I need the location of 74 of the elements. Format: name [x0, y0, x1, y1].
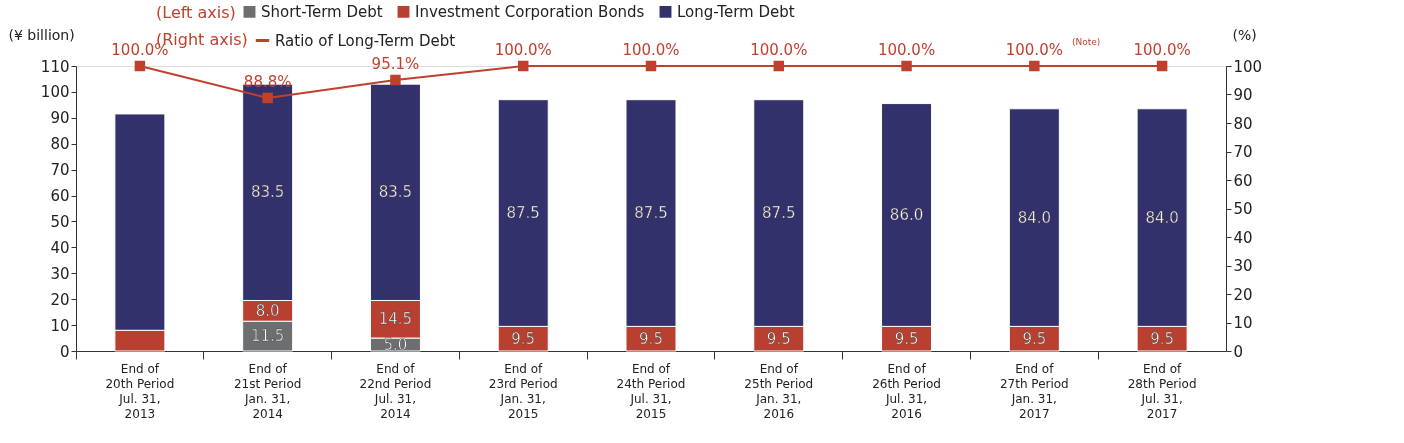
x-tick-label: End of 28th Period Jul. 31, 2017: [1127, 361, 1197, 421]
data-label: 83.5: [378, 183, 413, 202]
data-label: 9.5: [1150, 329, 1175, 348]
y-tick-label: 40: [50, 238, 70, 257]
point: [134, 60, 146, 72]
y2-tick-label: 90: [1233, 86, 1253, 104]
y-tick-label: 60: [50, 187, 70, 206]
x-tick-label: End of 25th Period Jan. 31, 2016: [744, 361, 814, 421]
y2-tick-label: 20: [1233, 285, 1253, 304]
data-label: 95.1%: [371, 54, 420, 73]
x-tick-label: End of 22nd Period Jul. 31, 2014: [359, 361, 432, 421]
data-label: 84.0: [1017, 208, 1052, 227]
x-tick-label: End of 20th Period Jul. 31, 2013: [105, 361, 175, 421]
y-tick-label: 0: [59, 342, 70, 361]
data-label: 11.5: [250, 327, 285, 346]
x-tick-label: End of 26th Period Jul. 31, 2016: [872, 361, 941, 421]
data-label: 87.5: [634, 204, 668, 223]
y2-tick-label: 100: [1233, 57, 1263, 76]
x-tick-label: End of 24th Period Jul. 31, 2015: [616, 361, 686, 421]
data-label: 100.0%: [494, 41, 552, 59]
point: [773, 60, 785, 72]
legend-label: Investment Corporation Bonds: [415, 2, 645, 21]
point: [517, 60, 529, 72]
legend-label: Ratio of Long-Term Debt: [275, 31, 456, 50]
y-tick-label: 10: [50, 316, 70, 335]
point: [901, 60, 912, 72]
y2-tick-label: 10: [1233, 314, 1253, 332]
x-tick-label: End of 23rd Period Jan. 31, 2015: [488, 361, 558, 421]
data-label: 84.0: [1145, 208, 1179, 227]
y2-tick-label: 70: [1233, 143, 1253, 161]
data-label: 100.0%: [877, 41, 936, 59]
legend-label: Short-Term Debt: [261, 2, 383, 21]
data-label: 5.0: [383, 335, 408, 354]
data-label: 9.5: [639, 329, 663, 348]
data-label: 86.0: [889, 205, 924, 224]
data-label: 9.5: [1022, 329, 1047, 348]
point: [1156, 60, 1168, 72]
y2-tick-label: 50: [1233, 200, 1253, 218]
data-label: 14.5: [378, 310, 413, 329]
point: [645, 60, 657, 72]
data-label: 100.0%: [1005, 41, 1063, 59]
y-tick-label: 100: [40, 83, 70, 102]
text: (Left axis): [156, 3, 236, 22]
data-label: 8.0: [255, 301, 280, 320]
data-label: 100.0%: [622, 41, 680, 59]
y-tick-label: 30: [50, 264, 70, 283]
data-label: 83.5: [250, 183, 285, 202]
y-tick-label: 20: [50, 290, 70, 309]
point: [262, 92, 273, 104]
x-tick-label: End of 21st Period Jan. 31, 2014: [233, 361, 302, 421]
data-label: 9.5: [511, 329, 536, 348]
data-label: 9.5: [766, 329, 791, 348]
data-label: 100.0%: [1133, 41, 1191, 59]
y-tick-label: 50: [50, 212, 70, 231]
data-label: 100.0%: [750, 41, 808, 59]
x-tick-label: End of 27th Period Jan. 31, 2017: [999, 361, 1069, 421]
y2-tick-label: 40: [1233, 228, 1253, 247]
y2-tick-label: 0: [1233, 342, 1244, 361]
y2-tick-label: 60: [1233, 171, 1253, 190]
data-label: 87.5: [762, 204, 796, 223]
y-axis-title: (¥ billion): [8, 26, 75, 43]
y2-axis-title: (%): [1232, 26, 1257, 43]
y-tick-label: 80: [50, 135, 70, 154]
point: [1029, 60, 1040, 72]
y-tick-label: 70: [50, 161, 70, 180]
legend-label: Long-Term Debt: [677, 2, 795, 21]
data-label: 9.5: [894, 329, 919, 348]
y-tick-label: 110: [40, 57, 70, 76]
text: (Note): [1072, 37, 1101, 47]
point: [390, 74, 401, 86]
y2-tick-label: 80: [1233, 114, 1253, 133]
y2-tick-label: 30: [1233, 257, 1253, 275]
y-tick-label: 90: [50, 109, 70, 128]
data-label: 87.5: [506, 204, 540, 223]
